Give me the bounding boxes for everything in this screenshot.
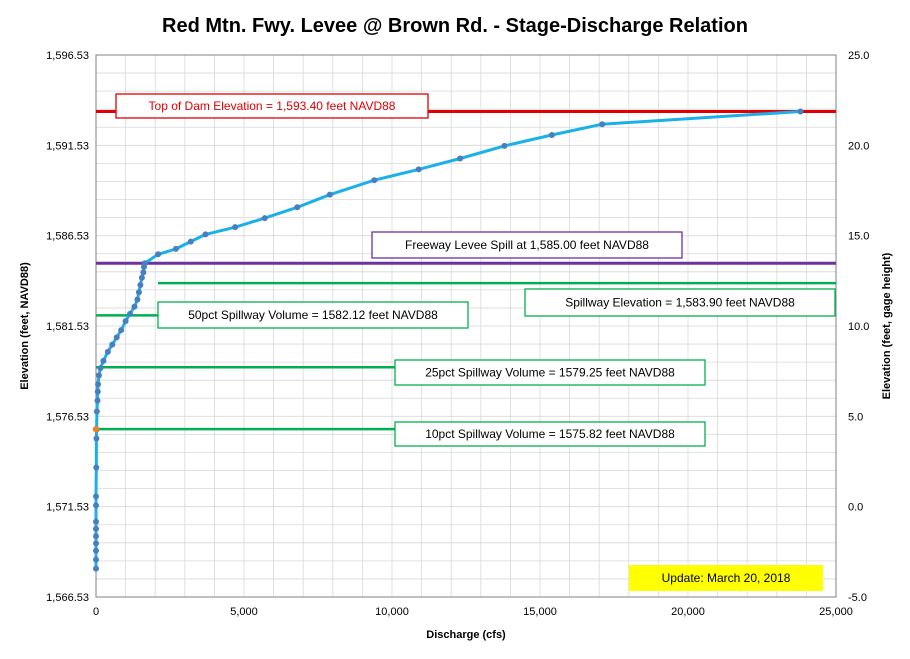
reference-lines bbox=[96, 110, 836, 431]
tick-labels: 0 5,000 10,000 15,000 20,000 25,000 1,566.53 1,… bbox=[46, 50, 869, 618]
rating-curve-point bbox=[113, 334, 120, 341]
rating-curve-point bbox=[134, 296, 141, 303]
plot-border bbox=[95, 54, 837, 598]
rating-curve-point bbox=[548, 132, 555, 139]
y-axis-title: Elevation (feet, NAVD88) bbox=[19, 262, 31, 390]
y2-tick-label: 0.0 bbox=[848, 502, 863, 514]
annotation-labels: Top of Dam Elevation = 1,593.40 feet NAV… bbox=[115, 93, 836, 447]
rating-curve-point bbox=[93, 533, 99, 540]
rating-curve-point bbox=[232, 224, 239, 231]
annotation-label: 50pct Spillway Volume = 1582.12 feet NAV… bbox=[188, 308, 438, 322]
rating-curve-point bbox=[187, 238, 194, 245]
chart-title: Red Mtn. Fwy. Levee @ Brown Rd. - Stage-… bbox=[162, 15, 748, 37]
rating-curve-point bbox=[94, 397, 101, 404]
y2-tick-label: -5.0 bbox=[848, 592, 867, 604]
y2-tick-label: 10.0 bbox=[848, 321, 869, 333]
rating-curve-point bbox=[501, 142, 508, 149]
x-tick-label: 20,000 bbox=[671, 606, 705, 618]
annotation-label: 10pct Spillway Volume = 1575.82 feet NAV… bbox=[425, 427, 675, 441]
rating-curve-point bbox=[93, 493, 99, 500]
annotation-box bbox=[115, 93, 429, 119]
rating-curve-point bbox=[371, 177, 378, 184]
rating-curve-point bbox=[94, 388, 101, 395]
rating-curve-point bbox=[93, 518, 99, 525]
x-tick-label: 10,000 bbox=[375, 606, 409, 618]
highlight-point bbox=[92, 425, 100, 433]
y2-axis-title: Elevation (feet, gage height) bbox=[881, 252, 893, 399]
rating-curve-point bbox=[93, 540, 99, 547]
y-tick-label: 1,566.53 bbox=[46, 592, 89, 604]
y-tick-label: 1,576.53 bbox=[46, 411, 89, 423]
y-tick-label: 1,581.53 bbox=[46, 321, 89, 333]
rating-curve-point bbox=[155, 251, 162, 258]
update-badge-background bbox=[629, 565, 823, 591]
y-tick-label: 1,591.53 bbox=[46, 140, 89, 152]
update-badge: Update: March 20, 2018 bbox=[629, 565, 823, 591]
y-tick-label: 1,596.53 bbox=[46, 50, 89, 62]
rating-curve-point bbox=[95, 372, 102, 379]
rating-curve-point bbox=[326, 191, 333, 198]
y2-tick-label: 15.0 bbox=[848, 231, 869, 243]
x-tick-label: 5,000 bbox=[230, 606, 258, 618]
rating-curve-point bbox=[137, 281, 144, 288]
x-axis-title: Discharge (cfs) bbox=[426, 629, 506, 641]
rating-curve-point bbox=[95, 381, 102, 388]
annotation-label: Freeway Levee Spill at 1,585.00 feet NAV… bbox=[405, 238, 649, 252]
rating-curve-point bbox=[100, 357, 107, 364]
y-tick-label: 1,586.53 bbox=[46, 231, 89, 243]
rating-curve-point bbox=[93, 525, 99, 532]
rating-curve-point bbox=[93, 565, 99, 572]
rating-curve-point bbox=[104, 348, 111, 355]
series-layer bbox=[92, 108, 804, 572]
rating-curve-point bbox=[93, 435, 100, 442]
annotation-box bbox=[394, 421, 706, 447]
update-badge-label: Update: March 20, 2018 bbox=[662, 571, 791, 585]
annotation-label: Top of Dam Elevation = 1,593.40 feet NAV… bbox=[149, 99, 396, 113]
rating-curve-point bbox=[118, 327, 125, 334]
rating-curve-point bbox=[202, 231, 209, 238]
rating-curve-point bbox=[127, 310, 134, 317]
plot-frame bbox=[95, 54, 837, 598]
rating-curve-point bbox=[140, 269, 147, 276]
annotation-box bbox=[524, 288, 836, 317]
rating-curve-point bbox=[797, 108, 804, 115]
rating-curve-point bbox=[109, 341, 116, 348]
rating-curve-point bbox=[97, 365, 104, 372]
rating-curve-point bbox=[135, 289, 142, 296]
x-tick-label: 0 bbox=[93, 606, 99, 618]
annotation-box bbox=[394, 359, 706, 386]
rating-curve-point bbox=[93, 556, 99, 563]
rating-curve-point bbox=[138, 274, 145, 281]
y-tick-label: 1,571.53 bbox=[46, 502, 89, 514]
y2-tick-label: 5.0 bbox=[848, 411, 863, 423]
rating-curve-point bbox=[122, 318, 129, 325]
annotation-label: Spillway Elevation = 1,583.90 feet NAVD8… bbox=[565, 296, 795, 310]
rating-curve-point bbox=[93, 464, 100, 471]
rating-curve-point bbox=[93, 547, 99, 554]
rating-curve-point bbox=[131, 303, 138, 310]
rating-curve-point bbox=[599, 121, 606, 128]
rating-curve-point bbox=[415, 166, 422, 173]
annotation-label: 25pct Spillway Volume = 1579.25 feet NAV… bbox=[425, 366, 675, 380]
x-tick-label: 15,000 bbox=[523, 606, 557, 618]
rating-curve-point bbox=[141, 260, 148, 267]
annotation-box bbox=[371, 231, 683, 259]
rating-curve-point bbox=[457, 155, 464, 162]
y2-tick-label: 25.0 bbox=[848, 50, 869, 62]
rating-curve-point bbox=[93, 408, 100, 415]
rating-curve-point bbox=[294, 204, 301, 211]
rating-curve-point bbox=[172, 245, 179, 252]
rating-curve-point bbox=[261, 215, 268, 222]
annotation-box bbox=[157, 301, 469, 329]
y2-tick-label: 20.0 bbox=[848, 140, 869, 152]
x-tick-label: 25,000 bbox=[819, 606, 853, 618]
rating-curve-point bbox=[93, 502, 99, 509]
